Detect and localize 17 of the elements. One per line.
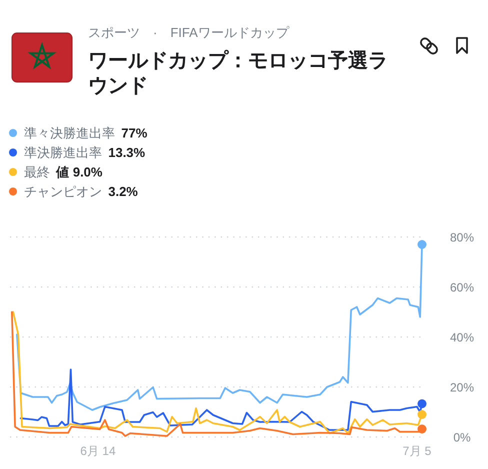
legend-label: 準決勝進出率 13.3%	[24, 145, 146, 160]
chart-title: ワールドカップ：モロッコ予選ラウンド	[88, 49, 389, 99]
y-tick-label: 40%	[450, 330, 474, 344]
point	[418, 410, 426, 419]
legend-label: 準々決勝進出率 77%	[24, 126, 148, 140]
y-tick-label: 60%	[450, 280, 474, 294]
chart-subtitle: スポーツ · FIFAワールドカップ	[88, 24, 289, 42]
x-tick-label: 7月 5	[402, 444, 432, 458]
y-tick-label: 20%	[450, 380, 474, 394]
legend-label: 最終 値 9.0%	[24, 164, 103, 180]
x-tick-label: 6月 14	[80, 444, 116, 458]
legend-label: チャンピオン 3.2%	[24, 184, 138, 199]
point	[418, 240, 426, 249]
y-tick-label: 80%	[450, 230, 474, 244]
y-tick-label: 0%	[453, 430, 471, 444]
point	[418, 424, 426, 434]
point	[418, 399, 426, 408]
